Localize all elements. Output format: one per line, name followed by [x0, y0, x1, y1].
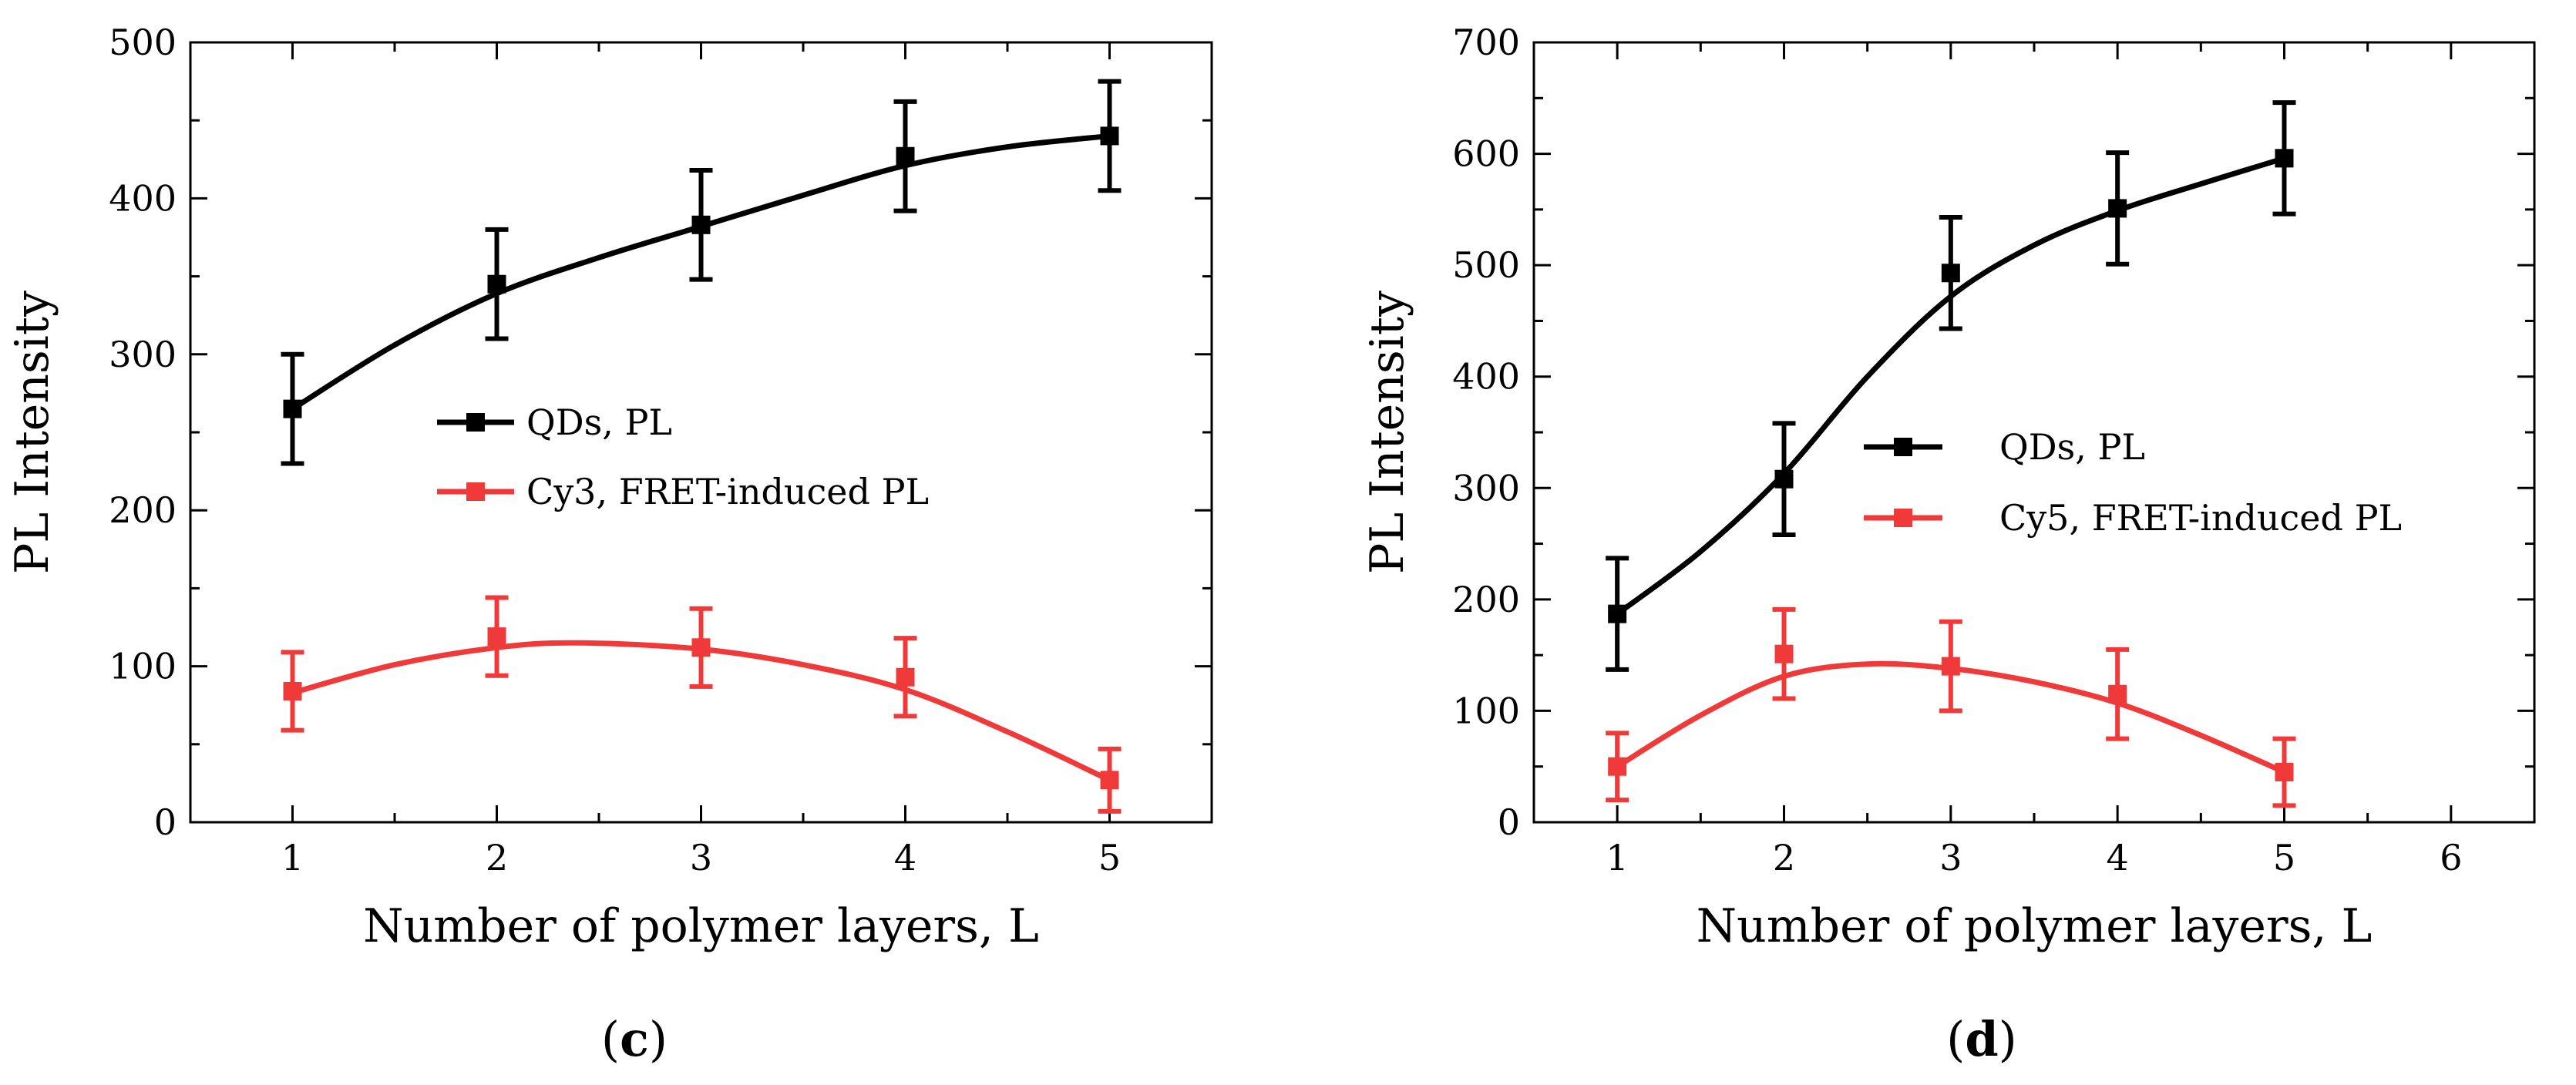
data-point: [1774, 644, 1794, 663]
data-point: [896, 667, 915, 687]
x-tick-label: 5: [2273, 837, 2295, 878]
y-tick-label: 200: [1452, 579, 1520, 620]
y-tick-label: 500: [1452, 244, 1520, 286]
data-point: [2108, 199, 2127, 218]
x-tick-label: 4: [894, 837, 916, 878]
y-tick-label: 400: [109, 177, 177, 219]
series-qds: [1606, 100, 2296, 672]
panel-c-chart: 1 2 3 4 5 0 100 200 300 400 500 Number of polymer l…: [5, 22, 1213, 953]
x-tick-label: 4: [2107, 837, 2129, 878]
x-tick-label: 5: [1098, 837, 1121, 878]
series-dye: [1606, 606, 2296, 808]
x-tick-label: 2: [1773, 837, 1795, 878]
data-point: [1774, 469, 1794, 489]
legend-marker: [1894, 509, 1912, 527]
series-qds: [281, 79, 1122, 466]
y-tick-label: 600: [1452, 133, 1520, 175]
x-tick-label: 3: [690, 837, 712, 878]
y-tick-label: 300: [109, 334, 177, 375]
y-tick-label: 400: [1452, 356, 1520, 398]
legend-marker: [466, 482, 485, 501]
panel-c-label: (c): [601, 1011, 668, 1067]
x-tick-label: 1: [281, 837, 304, 878]
y-tick-label: 200: [109, 489, 177, 531]
y-tick-label: 0: [154, 801, 177, 843]
data-point: [896, 146, 915, 166]
panel-d-label: (d): [1946, 1011, 2017, 1067]
data-point: [1941, 657, 1960, 676]
x-tick-label: 6: [2440, 837, 2462, 878]
legend-label: QDs, PL: [526, 401, 672, 443]
x-tick-label: 1: [1606, 837, 1629, 878]
data-point: [1608, 604, 1627, 623]
data-point: [2275, 149, 2294, 168]
data-point: [487, 274, 506, 294]
x-axis-title: Number of polymer layers, L: [1697, 899, 2373, 953]
legend-marker: [1894, 438, 1912, 456]
panel-d-chart: 1 2 3 4 5 6 0 100 200 300 400 500 600 700 Number of po…: [1360, 22, 2536, 953]
x-tick-label: 3: [1939, 837, 1962, 878]
legend-label: Cy5, FRET-induced PL: [1999, 497, 2402, 539]
y-tick-label: 500: [109, 22, 177, 63]
data-point: [283, 399, 302, 418]
y-tick-label: 0: [1498, 801, 1520, 843]
x-axis-title: Number of polymer layers, L: [363, 899, 1039, 953]
data-point: [487, 627, 506, 647]
y-tick-label: 100: [109, 646, 177, 687]
data-point: [2108, 684, 2127, 704]
data-point: [283, 681, 302, 700]
fit-curve: [1616, 156, 2285, 616]
y-tick-label: 300: [1452, 467, 1520, 509]
data-point: [691, 215, 711, 234]
legend-label: Cy3, FRET-induced PL: [526, 471, 929, 512]
data-point: [1100, 126, 1119, 146]
data-point: [1608, 757, 1627, 776]
legend-marker: [466, 413, 485, 432]
x-tick-label: 2: [486, 837, 508, 878]
data-point: [1941, 264, 1960, 283]
y-axis-title: PL Intensity: [5, 291, 59, 574]
legend-label: QDs, PL: [1999, 426, 2145, 468]
y-axis-title: PL Intensity: [1360, 291, 1414, 574]
data-point: [691, 638, 711, 657]
data-point: [2275, 762, 2294, 781]
y-tick-label: 700: [1452, 22, 1520, 63]
data-point: [1100, 771, 1119, 790]
y-tick-label: 100: [1452, 690, 1520, 731]
series-dye: [281, 595, 1122, 814]
